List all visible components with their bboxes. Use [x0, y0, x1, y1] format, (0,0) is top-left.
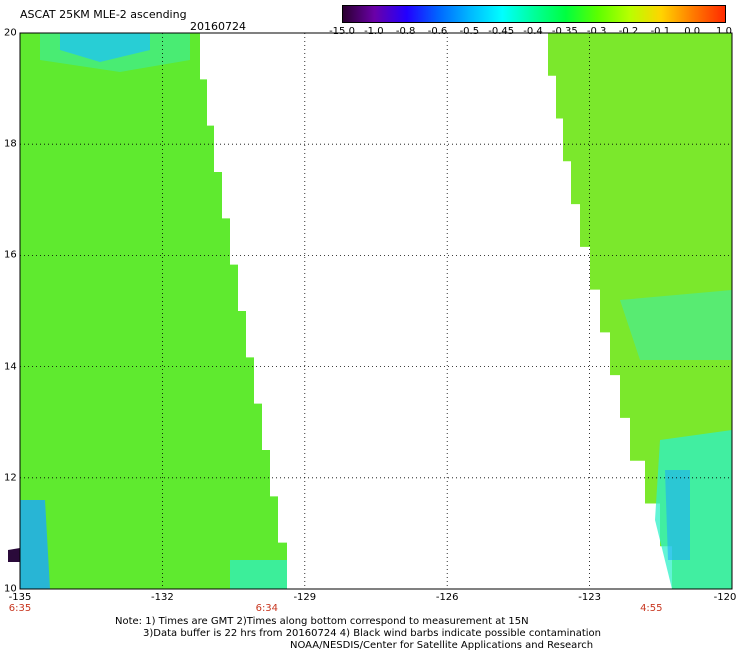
- swath-west-se-cyan: [230, 560, 287, 589]
- latitude-label: 10: [4, 583, 17, 595]
- latitude-label: 14: [4, 361, 17, 373]
- swath-west: [8, 33, 287, 589]
- color-scale-bar: [342, 5, 726, 23]
- product-title: ASCAT 25KM MLE-2 ascending: [20, 8, 187, 21]
- color-scale-label: -0.2: [618, 26, 639, 37]
- map-frame: [19, 32, 733, 590]
- color-scale-label: -0.1: [650, 26, 671, 37]
- color-scale-label: -0.8: [395, 26, 416, 37]
- latitude-label: 20: [4, 27, 17, 39]
- swath-west-dark: [8, 548, 20, 562]
- time-label: 4:55: [640, 603, 663, 614]
- swath-east-blue: [665, 470, 690, 560]
- longitude-label: -132: [151, 592, 174, 603]
- longitude-label: -120: [713, 592, 737, 603]
- latitude-label: 16: [4, 249, 17, 261]
- color-scale-label: -0.6: [427, 26, 448, 37]
- longitude-label: -126: [435, 592, 459, 603]
- longitude-label: -123: [578, 592, 601, 603]
- swath-west-fill: [20, 33, 287, 589]
- note-line-3: NOAA/NESDIS/Center for Satellite Applica…: [290, 640, 594, 651]
- lat-lon-grid: [20, 33, 732, 589]
- product-date: 20160724: [190, 20, 246, 33]
- color-scale-label: -0.4: [523, 26, 543, 37]
- longitude-label: -129: [293, 592, 317, 603]
- latitude-label: 12: [4, 472, 17, 484]
- note-line-1: Note: 1) Times are GMT 2)Times along bot…: [115, 616, 529, 627]
- color-scale-label: -0.3: [586, 26, 607, 37]
- swath-west-sw-blue: [20, 500, 50, 589]
- note-line-2: 3)Data buffer is 22 hrs from 20160724 4)…: [143, 628, 601, 639]
- color-scale-label: -0.5: [459, 26, 480, 37]
- time-label: 6:35: [8, 603, 32, 614]
- color-scale-label: -0.45: [488, 26, 515, 37]
- longitude-label: -135: [8, 592, 32, 603]
- color-scale-label: -0.35: [551, 26, 578, 37]
- color-scale-label: 1.0: [716, 26, 732, 37]
- color-scale-label: 0.0: [684, 26, 701, 37]
- time-label: 6:34: [255, 603, 279, 614]
- latitude-label: 18: [4, 138, 17, 150]
- color-scale-label: -1.0: [364, 26, 384, 37]
- color-scale-label: -15.0: [329, 26, 355, 37]
- swath-west-blue: [60, 33, 150, 62]
- swath-east-cyan: [620, 290, 732, 360]
- swath-east: [548, 33, 732, 589]
- swath-west-cyan: [40, 33, 190, 72]
